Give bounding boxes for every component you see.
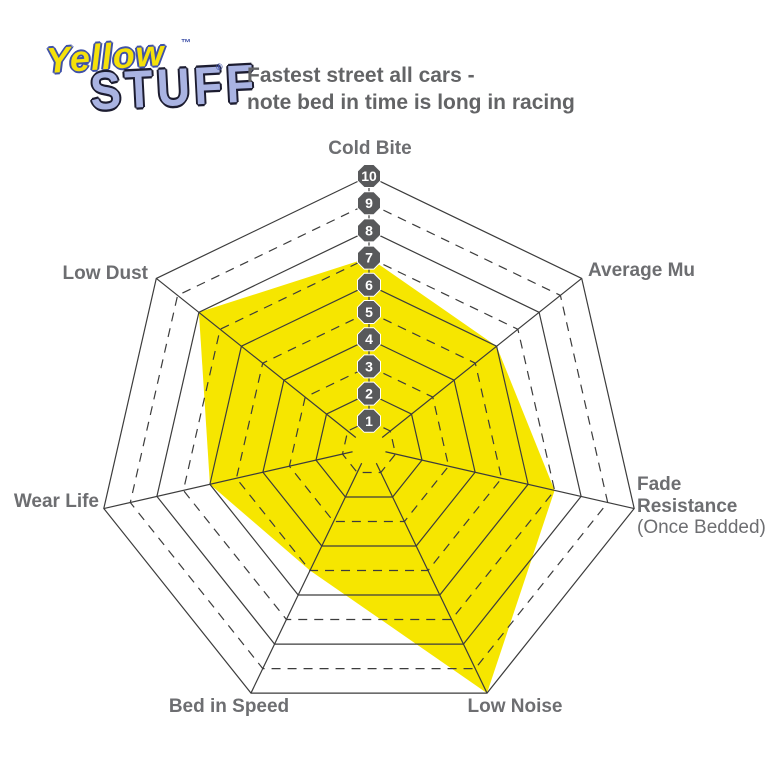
radar-grid-ring-5 [235,311,503,572]
axis-label-cold-bite: Cold Bite [328,138,412,159]
scale-badge-8 [357,218,381,243]
radar-grid-ring-3 [288,365,450,523]
radar-grid-ring-1 [341,420,397,474]
radar-axis-spoke-5 [103,451,353,510]
scale-badge-label-4: 4 [365,331,373,347]
radar-axis-spoke-2 [385,451,635,510]
radar-grid-ring-4 [262,338,476,547]
axis-label-low-noise: Low Noise [467,696,563,717]
scale-badge-label-6: 6 [365,277,373,293]
radar-axis-spoke-1 [381,277,583,438]
scale-badge-label-10: 10 [361,168,377,184]
axis-label-wear-life: Wear Life [13,491,99,512]
logo-registered-mark: ® [216,62,223,72]
yellowstuff-logo: Yellow ™ STUFF ® [38,30,260,130]
radar-grid-ring-9 [129,202,609,670]
radar-data-polygon [198,257,555,694]
chart-title: Fastest street all cars - note bed in ti… [247,62,575,116]
axis-label-bed-in-speed: Bed in Speed [168,696,290,717]
radar-axis-spoke-6 [155,277,357,438]
scale-badge-label-1: 1 [365,413,373,429]
radar-axis-spoke-4 [250,462,363,694]
chart-title-line2: note bed in time is long in racing [247,91,575,114]
radar-grid-ring-7 [182,256,556,621]
scale-badge-2 [357,381,381,406]
scale-badge-5 [357,300,381,324]
radar-grid-ring-8 [156,229,582,645]
radar-axis-spoke-3 [375,462,488,694]
scale-badge-label-3: 3 [365,358,373,374]
scale-badge-1 [357,408,381,433]
logo-trademark: ™ [181,38,191,49]
scale-badge-label-9: 9 [365,195,373,211]
scale-badge-label-7: 7 [365,250,373,266]
radar-grid-ring-6 [209,284,529,596]
scale-badge-9 [357,191,381,216]
chart-title-line1: Fastest street all cars - [247,64,475,87]
scale-badge-4 [357,327,381,352]
scale-badge-10 [357,164,381,188]
scale-badge-label-5: 5 [365,304,373,320]
axis-label-average-mu: Average Mu [588,260,695,281]
scale-badge-label-2: 2 [365,386,373,402]
axis-label-low-dust: Low Dust [62,263,149,284]
axis-sublabel-once-bedded: (Once Bedded) [637,517,766,538]
radar-grid-ring-2 [315,392,423,498]
axis-label-fade-resistance: Fade Resistance (Once Bedded) [637,474,766,538]
scale-badge-label-8: 8 [365,222,373,238]
scale-badge-7 [357,245,381,270]
scale-badge-6 [357,272,381,297]
scale-badge-3 [357,354,381,379]
radar-grid-ring-10 [103,175,635,694]
